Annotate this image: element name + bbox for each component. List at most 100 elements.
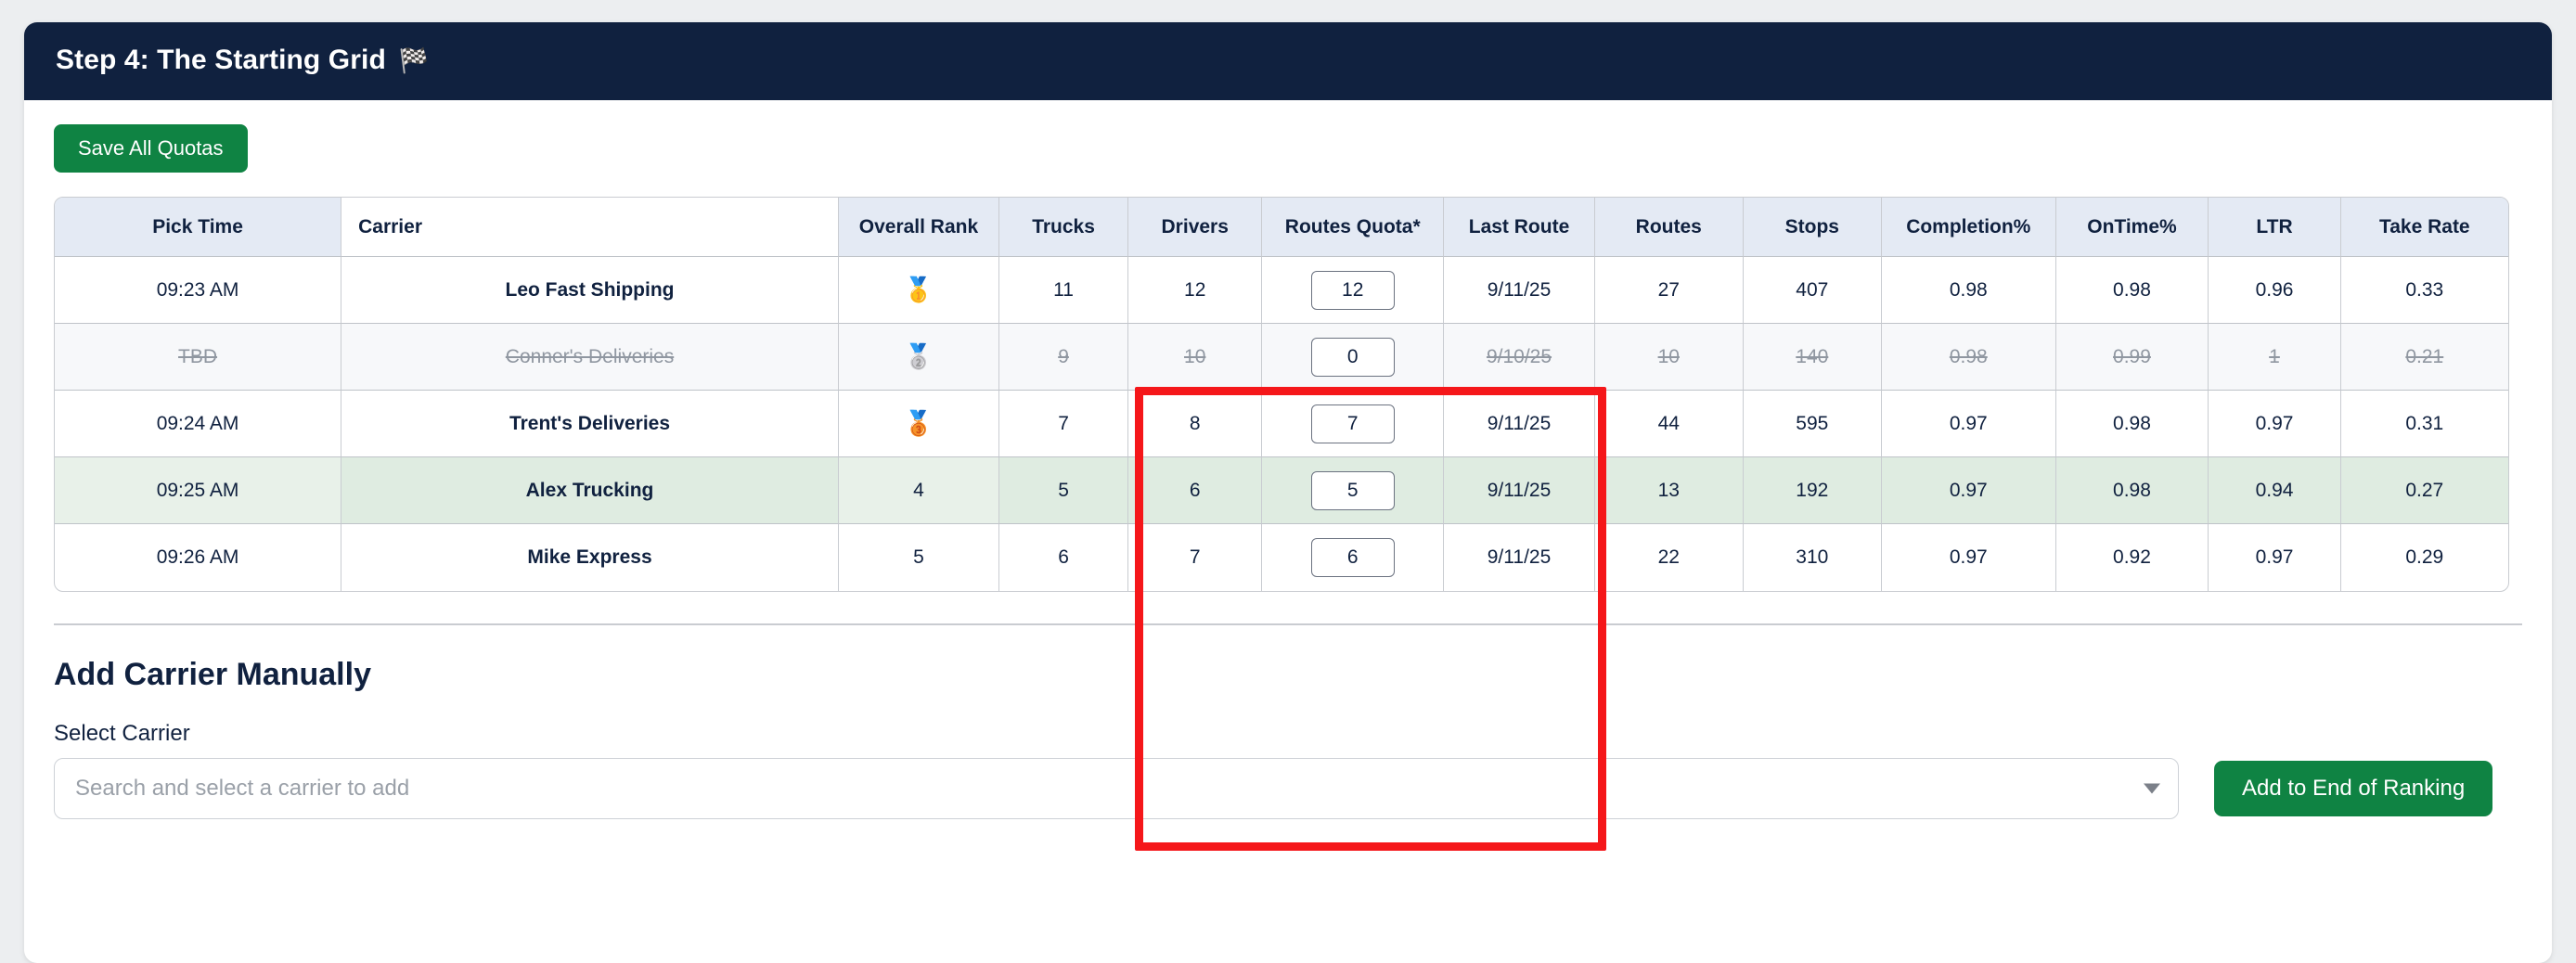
cell-drivers: 6 [1128, 457, 1263, 524]
table-row[interactable]: 09:26 AM Mike Express 5 6 7 9/11/25 22 310 0.97 0… [55, 524, 2508, 591]
routes-quota-input[interactable] [1310, 470, 1395, 510]
cell-ltr-text: 0.97 [2255, 412, 2294, 434]
card-body: Save All Quotas Pick Time Carrier Overal… [24, 100, 2552, 851]
step-card: Step 4: The Starting Grid 🏁 Save All Quo… [24, 22, 2552, 963]
cell-ontime-text: 0.98 [2113, 412, 2151, 434]
checkered-flag-icon: 🏁 [398, 46, 430, 74]
cell-take-rate: 0.31 [2340, 391, 2508, 457]
cell-overall-rank: 5 [839, 524, 999, 591]
cell-trucks-text: 7 [1058, 412, 1069, 434]
cell-take-rate: 0.27 [2340, 457, 2508, 524]
routes-quota-input[interactable] [1310, 538, 1395, 577]
cell-completion-text: 0.97 [1949, 546, 1988, 568]
carrier-select-wrapper[interactable]: Search and select a carrier to add [54, 758, 2179, 819]
cell-ltr-text: 0.94 [2255, 479, 2294, 501]
column-header-overall-rank[interactable]: Overall Rank [838, 198, 999, 257]
cell-ontime-text: 0.98 [2113, 479, 2151, 501]
save-all-quotas-button[interactable]: Save All Quotas [54, 124, 248, 173]
cell-carrier-name: Alex Trucking [341, 457, 839, 524]
cell-carrier-name-text: Mike Express [527, 546, 652, 568]
cell-last-route-text: 9/11/25 [1487, 479, 1552, 501]
table-row[interactable]: 09:25 AM Alex Trucking 4 5 6 9/11/25 13 192 0.97… [55, 457, 2508, 524]
cell-completion-text: 0.98 [1949, 278, 1988, 301]
cell-ontime: 0.98 [2055, 391, 2209, 457]
routes-quota-input[interactable] [1310, 404, 1395, 443]
table-row[interactable]: 09:23 AM Leo Fast Shipping 🥇 11 12 9/11/25 27 4… [55, 257, 2508, 324]
column-header-pick-time[interactable]: Pick Time [55, 198, 342, 257]
column-header-routes[interactable]: Routes [1594, 198, 1744, 257]
cell-ltr-text: 0.96 [2255, 278, 2294, 301]
cell-completion: 0.97 [1882, 457, 2056, 524]
cell-take-rate: 0.21 [2340, 324, 2508, 391]
table-row[interactable]: 09:24 AM Trent's Deliveries 🥉 7 8 9/11/25 44 59… [55, 391, 2508, 457]
cell-pick-time: 09:26 AM [55, 524, 342, 591]
cell-drivers-text: 6 [1189, 479, 1201, 501]
column-header-completion[interactable]: Completion% [1882, 198, 2056, 257]
medal-icon: 🥇 [903, 275, 934, 303]
column-header-last-route[interactable]: Last Route [1444, 198, 1595, 257]
column-header-routes-quota[interactable]: Routes Quota* [1262, 198, 1445, 257]
cell-stops: 595 [1743, 391, 1883, 457]
cell-ontime-text: 0.92 [2113, 546, 2151, 568]
cell-last-route: 9/11/25 [1444, 257, 1595, 324]
cell-overall-rank-text: 4 [913, 479, 924, 501]
cell-completion: 0.97 [1882, 524, 2056, 591]
table-header: Pick Time Carrier Overall Rank Trucks Dr… [55, 198, 2508, 257]
card-header: Step 4: The Starting Grid 🏁 [24, 22, 2552, 100]
table-row[interactable]: TBD Conner's Deliveries 🥈 9 10 9/10/25 10 140 0.… [55, 324, 2508, 391]
cell-routes-text: 44 [1657, 412, 1680, 434]
cell-stops: 310 [1744, 524, 1883, 591]
cell-ontime-text: 0.99 [2113, 345, 2151, 367]
cell-pick-time: TBD [55, 324, 342, 391]
cell-stops-text: 192 [1796, 479, 1829, 501]
cell-ltr-text: 1 [2269, 345, 2280, 367]
cell-last-route: 9/11/25 [1444, 524, 1595, 591]
column-header-carrier[interactable]: Carrier [341, 198, 839, 257]
cell-overall-rank: 🥉 [838, 391, 999, 457]
cell-completion-text: 0.97 [1949, 479, 1988, 501]
page-title: Step 4: The Starting Grid 🏁 [56, 45, 2520, 76]
cell-stops-text: 140 [1796, 345, 1829, 367]
column-header-take-rate[interactable]: Take Rate [2340, 198, 2508, 257]
cell-completion: 0.98 [1882, 324, 2056, 391]
cell-stops: 192 [1743, 457, 1883, 524]
medal-icon: 🥈 [903, 341, 934, 370]
chevron-down-icon[interactable] [2144, 783, 2160, 794]
cell-drivers-text: 12 [1184, 278, 1206, 301]
cell-routes: 22 [1595, 524, 1744, 591]
carrier-select-input[interactable]: Search and select a carrier to add [54, 758, 2179, 819]
table-body: 09:23 AM Leo Fast Shipping 🥇 11 12 9/11/25 27 4… [55, 257, 2508, 591]
cell-ontime: 0.99 [2055, 324, 2209, 391]
routes-quota-input[interactable] [1310, 337, 1395, 377]
add-carrier-section-title: Add Carrier Manually [54, 657, 371, 692]
cell-pick-time-text: 09:25 AM [156, 479, 239, 501]
cell-pick-time: 09:24 AM [55, 391, 342, 457]
column-header-drivers[interactable]: Drivers [1128, 198, 1263, 257]
column-header-ltr[interactable]: LTR [2209, 198, 2341, 257]
column-header-ontime[interactable]: OnTime% [2055, 198, 2209, 257]
cell-ltr: 0.96 [2209, 257, 2341, 324]
cell-routes-quota [1262, 457, 1445, 524]
column-header-trucks[interactable]: Trucks [999, 198, 1129, 257]
cell-last-route: 9/11/25 [1444, 391, 1595, 457]
cell-overall-rank: 🥇 [838, 257, 999, 324]
cell-take-rate-text: 0.27 [2405, 479, 2444, 501]
cell-drivers-text: 8 [1189, 412, 1201, 434]
cell-routes-quota [1262, 524, 1445, 591]
cell-take-rate: 0.29 [2341, 524, 2508, 591]
cell-last-route-text: 9/11/25 [1487, 412, 1552, 434]
add-to-end-of-ranking-button[interactable]: Add to End of Ranking [2214, 761, 2493, 816]
cell-routes: 13 [1594, 457, 1744, 524]
cell-last-route-text: 9/11/25 [1487, 278, 1552, 301]
cell-pick-time: 09:23 AM [55, 257, 342, 324]
cell-ltr: 0.97 [2209, 524, 2341, 591]
cell-trucks-text: 11 [1053, 278, 1074, 301]
medal-icon: 🥉 [903, 408, 934, 437]
routes-quota-input[interactable] [1310, 270, 1395, 310]
column-header-stops[interactable]: Stops [1743, 198, 1883, 257]
cell-carrier-name: Conner's Deliveries [341, 324, 839, 391]
cell-take-rate-text: 0.21 [2405, 345, 2444, 367]
cell-carrier-name-text: Leo Fast Shipping [505, 278, 675, 301]
cell-routes-quota [1262, 257, 1445, 324]
cell-stops-text: 407 [1796, 278, 1829, 301]
